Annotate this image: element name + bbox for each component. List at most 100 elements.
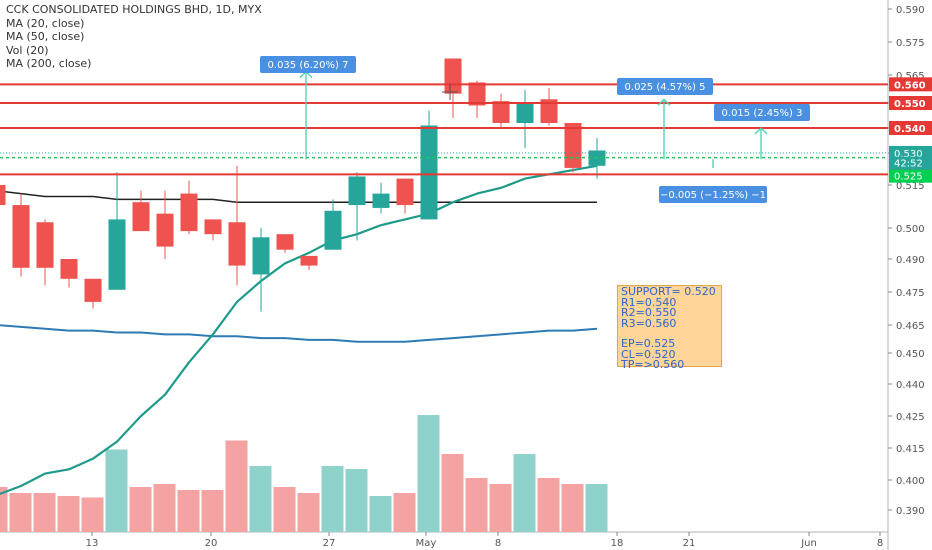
candle-body xyxy=(444,58,462,94)
volume-bar xyxy=(129,487,152,532)
ma200-line xyxy=(0,324,598,343)
volume-bar xyxy=(0,487,8,532)
price-tick-label: 0.490 xyxy=(896,255,925,266)
candle-body xyxy=(396,178,414,206)
volume-bar xyxy=(441,454,464,532)
legend-title: CCK CONSOLIDATED HOLDINGS BHD, 1D, MYX xyxy=(6,3,262,16)
level-price-tag xyxy=(889,121,932,135)
price-tick-label: 0.465 xyxy=(896,321,925,332)
price-tick-label: 0.440 xyxy=(896,380,925,391)
volume-bar xyxy=(585,484,608,532)
price-tick-label: 0.415 xyxy=(896,444,925,455)
marker-price-tag xyxy=(889,146,932,160)
price-tick-label: 0.590 xyxy=(896,5,925,16)
volume-bar xyxy=(345,469,368,532)
volume-bar xyxy=(561,484,584,532)
price-tick-label: 0.390 xyxy=(896,506,925,517)
note-tp: TP=>0.560 xyxy=(621,358,685,371)
note-ep: EP=0.525 xyxy=(621,337,676,350)
candle-body xyxy=(12,205,30,268)
volume-bar xyxy=(225,440,248,532)
volume-bar xyxy=(33,493,56,532)
candle-body xyxy=(204,219,222,235)
level-price-tag xyxy=(889,77,932,92)
volume-bar xyxy=(81,497,104,532)
level-price-label: 0.550 xyxy=(894,99,926,110)
measure-label-box xyxy=(714,104,810,121)
time-tick-label: 27 xyxy=(323,538,336,549)
candle-body xyxy=(0,185,6,206)
last-price-label: 0.525 xyxy=(894,172,923,183)
note-r2: R2=0.550 xyxy=(621,306,677,319)
volume-bar xyxy=(369,496,392,532)
time-tick-label: Jun xyxy=(800,538,817,549)
legend-vol: Vol (20) xyxy=(6,43,49,57)
candle-body xyxy=(228,222,246,266)
measure-label: −0.005 (−1.25%) −1 xyxy=(660,190,766,201)
volume-bar xyxy=(57,496,80,532)
volume-bar xyxy=(513,454,536,532)
measure-label: 0.025 (4.57%) 5 xyxy=(625,82,706,93)
ma50-line xyxy=(0,190,597,203)
price-tick-label: 0.400 xyxy=(896,476,925,487)
volume-bar xyxy=(297,493,320,532)
price-tick-label: 0.565 xyxy=(896,71,925,82)
legend-ma50: MA (50, close) xyxy=(6,30,85,43)
volume-bar xyxy=(321,466,344,532)
candle-body xyxy=(276,234,294,250)
level-price-label: 0.540 xyxy=(894,124,926,135)
marker-price-label: 0.530 xyxy=(894,149,923,160)
measure-label: 0.035 (6.20%) 7 xyxy=(268,60,349,71)
volume-bar xyxy=(249,466,272,532)
measure-arrowhead xyxy=(657,98,671,106)
candle-body xyxy=(60,259,78,279)
volume-bar xyxy=(177,490,200,532)
candle-body xyxy=(36,222,54,268)
time-tick-label: 8 xyxy=(877,538,883,549)
countdown-label: 42:52 xyxy=(894,159,923,170)
candle-body xyxy=(180,193,198,232)
time-tick-label: 8 xyxy=(495,538,501,549)
volume-bar xyxy=(105,449,128,532)
level-price-tag xyxy=(889,96,932,110)
volume-bar xyxy=(201,490,224,532)
measure-label-box xyxy=(260,56,356,73)
time-tick-label: May xyxy=(416,538,437,549)
candle-body xyxy=(84,278,102,302)
level-price-label: 0.560 xyxy=(894,80,926,91)
price-tick-label: 0.475 xyxy=(896,288,925,299)
candle-body xyxy=(492,101,510,123)
plot-area xyxy=(0,0,888,532)
time-tick-label: 20 xyxy=(205,538,218,549)
price-tick-label: 0.425 xyxy=(896,412,925,423)
volume-bar xyxy=(9,493,32,532)
candle-body xyxy=(108,219,126,290)
volume-bar xyxy=(417,415,440,532)
last-price-tag xyxy=(889,169,932,183)
price-tick-label: 0.450 xyxy=(896,349,925,360)
ma20-line xyxy=(0,164,598,496)
note-r1: R1=0.540 xyxy=(621,295,677,309)
candle-body xyxy=(348,176,366,206)
price-tick-label: 0.575 xyxy=(896,38,925,49)
candle-body xyxy=(564,123,582,168)
candle-body xyxy=(132,202,150,232)
note-support: SUPPORT= 0.520 xyxy=(621,285,716,298)
time-tick-label: 18 xyxy=(611,538,624,549)
measure-label: 0.015 (2.45%) 3 xyxy=(722,108,803,119)
note-cl: CL=0.520 xyxy=(621,347,676,361)
time-tick-label: 21 xyxy=(683,538,696,549)
candle-body xyxy=(252,237,270,275)
candle-body xyxy=(540,99,558,123)
measure-label-box xyxy=(659,186,767,203)
candle-body xyxy=(300,255,318,266)
chart-legend: CCK CONSOLIDATED HOLDINGS BHD, 1D, MYX M… xyxy=(6,3,262,71)
candle-body xyxy=(420,125,438,220)
support-resistance-note[interactable]: SUPPORT= 0.520 R1=0.540 R2=0.550 R3=0.56… xyxy=(617,285,722,370)
price-tick-label: 0.515 xyxy=(896,181,925,192)
measure-arrowhead xyxy=(754,127,768,135)
candle-body xyxy=(468,82,486,106)
volume-bar xyxy=(489,484,512,532)
candle-body xyxy=(324,210,342,250)
